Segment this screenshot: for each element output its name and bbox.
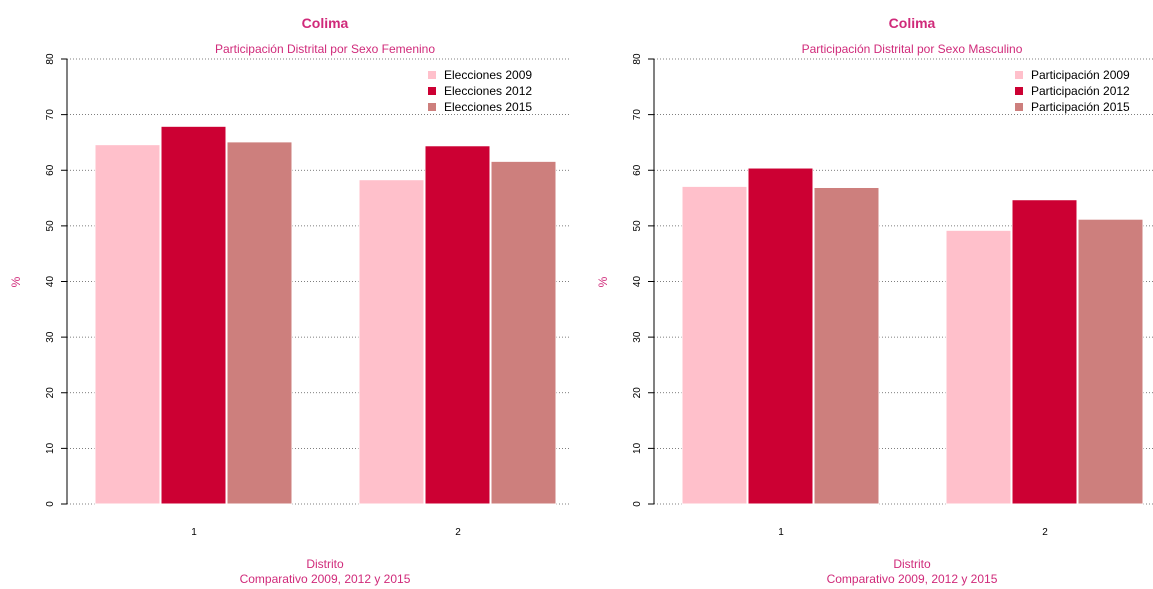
y-tick-label: 50 — [45, 220, 56, 232]
legend-label: Elecciones 2012 — [444, 84, 532, 98]
y-tick-label: 10 — [45, 442, 56, 454]
chart-title: Colima — [302, 15, 349, 31]
legend-swatch — [1015, 87, 1023, 95]
chart-subtitle: Participación Distrital por Sexo Femenin… — [215, 42, 435, 56]
y-tick-label: 60 — [45, 164, 56, 176]
bar — [358, 179, 425, 505]
chart-femenino: Colima Participación Distrital por Sexo … — [9, 15, 570, 586]
chart-masculino: Colima Participación Distrital por Sexo … — [596, 15, 1153, 586]
bars — [681, 167, 1144, 505]
y-tick-label: 80 — [45, 53, 56, 65]
legend-label: Participación 2009 — [1031, 68, 1130, 82]
legend-swatch — [1015, 71, 1023, 79]
y-tick-label: 70 — [45, 109, 56, 121]
x-axis-label: Distrito — [893, 557, 931, 571]
legend-label: Participación 2012 — [1031, 84, 1130, 98]
legend-label: Participación 2015 — [1031, 100, 1130, 114]
legend: Participación 2009 Participación 2012 Part… — [1015, 68, 1130, 114]
bar — [94, 144, 161, 505]
y-tick-label: 70 — [632, 109, 643, 121]
bar — [1077, 218, 1144, 505]
x-tick-label: 1 — [191, 527, 197, 538]
bar — [1011, 199, 1078, 505]
y-tick-label: 30 — [45, 331, 56, 343]
x-tick-label: 1 — [778, 527, 784, 538]
y-tick-label: 80 — [632, 53, 643, 65]
legend-swatch — [428, 71, 436, 79]
legend-swatch — [428, 87, 436, 95]
y-axis-ticks: 0 10 20 30 40 50 60 70 80 — [45, 53, 67, 507]
y-tick-label: 20 — [632, 387, 643, 399]
x-axis-sublabel: Comparativo 2009, 2012 y 2015 — [827, 572, 998, 586]
y-tick-label: 30 — [632, 331, 643, 343]
y-tick-label: 60 — [632, 164, 643, 176]
y-axis-label: % — [596, 276, 610, 287]
y-tick-label: 50 — [632, 220, 643, 232]
x-tick-label: 2 — [455, 527, 461, 538]
legend: Elecciones 2009 Elecciones 2012 Elecciones… — [428, 68, 532, 114]
bar — [747, 167, 814, 505]
x-tick-label: 2 — [1042, 527, 1048, 538]
legend-swatch — [1015, 103, 1023, 111]
legend-swatch — [428, 103, 436, 111]
y-tick-label: 20 — [45, 387, 56, 399]
legend-label: Elecciones 2009 — [444, 68, 532, 82]
x-axis-label: Distrito — [306, 557, 344, 571]
bar — [813, 186, 880, 505]
bar — [424, 145, 491, 505]
y-tick-label: 0 — [632, 501, 643, 507]
x-axis-sublabel: Comparativo 2009, 2012 y 2015 — [240, 572, 411, 586]
bar — [945, 229, 1012, 505]
chart-panel-masculino: Colima Participación Distrital por Sexo … — [587, 0, 1153, 589]
y-tick-label: 0 — [45, 501, 56, 507]
chart-panel-femenino: Colima Participación Distrital por Sexo … — [0, 0, 576, 589]
bar — [160, 125, 227, 505]
chart-title: Colima — [889, 15, 936, 31]
y-axis-ticks: 0 10 20 30 40 50 60 70 80 — [632, 53, 654, 507]
y-tick-label: 10 — [632, 442, 643, 454]
legend-label: Elecciones 2015 — [444, 100, 532, 114]
y-tick-label: 40 — [45, 276, 56, 288]
bar — [681, 185, 748, 505]
chart-subtitle: Participación Distrital por Sexo Masculi… — [802, 42, 1023, 56]
bar — [226, 141, 293, 505]
y-tick-label: 40 — [632, 276, 643, 288]
bar — [490, 160, 557, 505]
y-axis-label: % — [9, 276, 23, 287]
bars — [94, 125, 557, 505]
